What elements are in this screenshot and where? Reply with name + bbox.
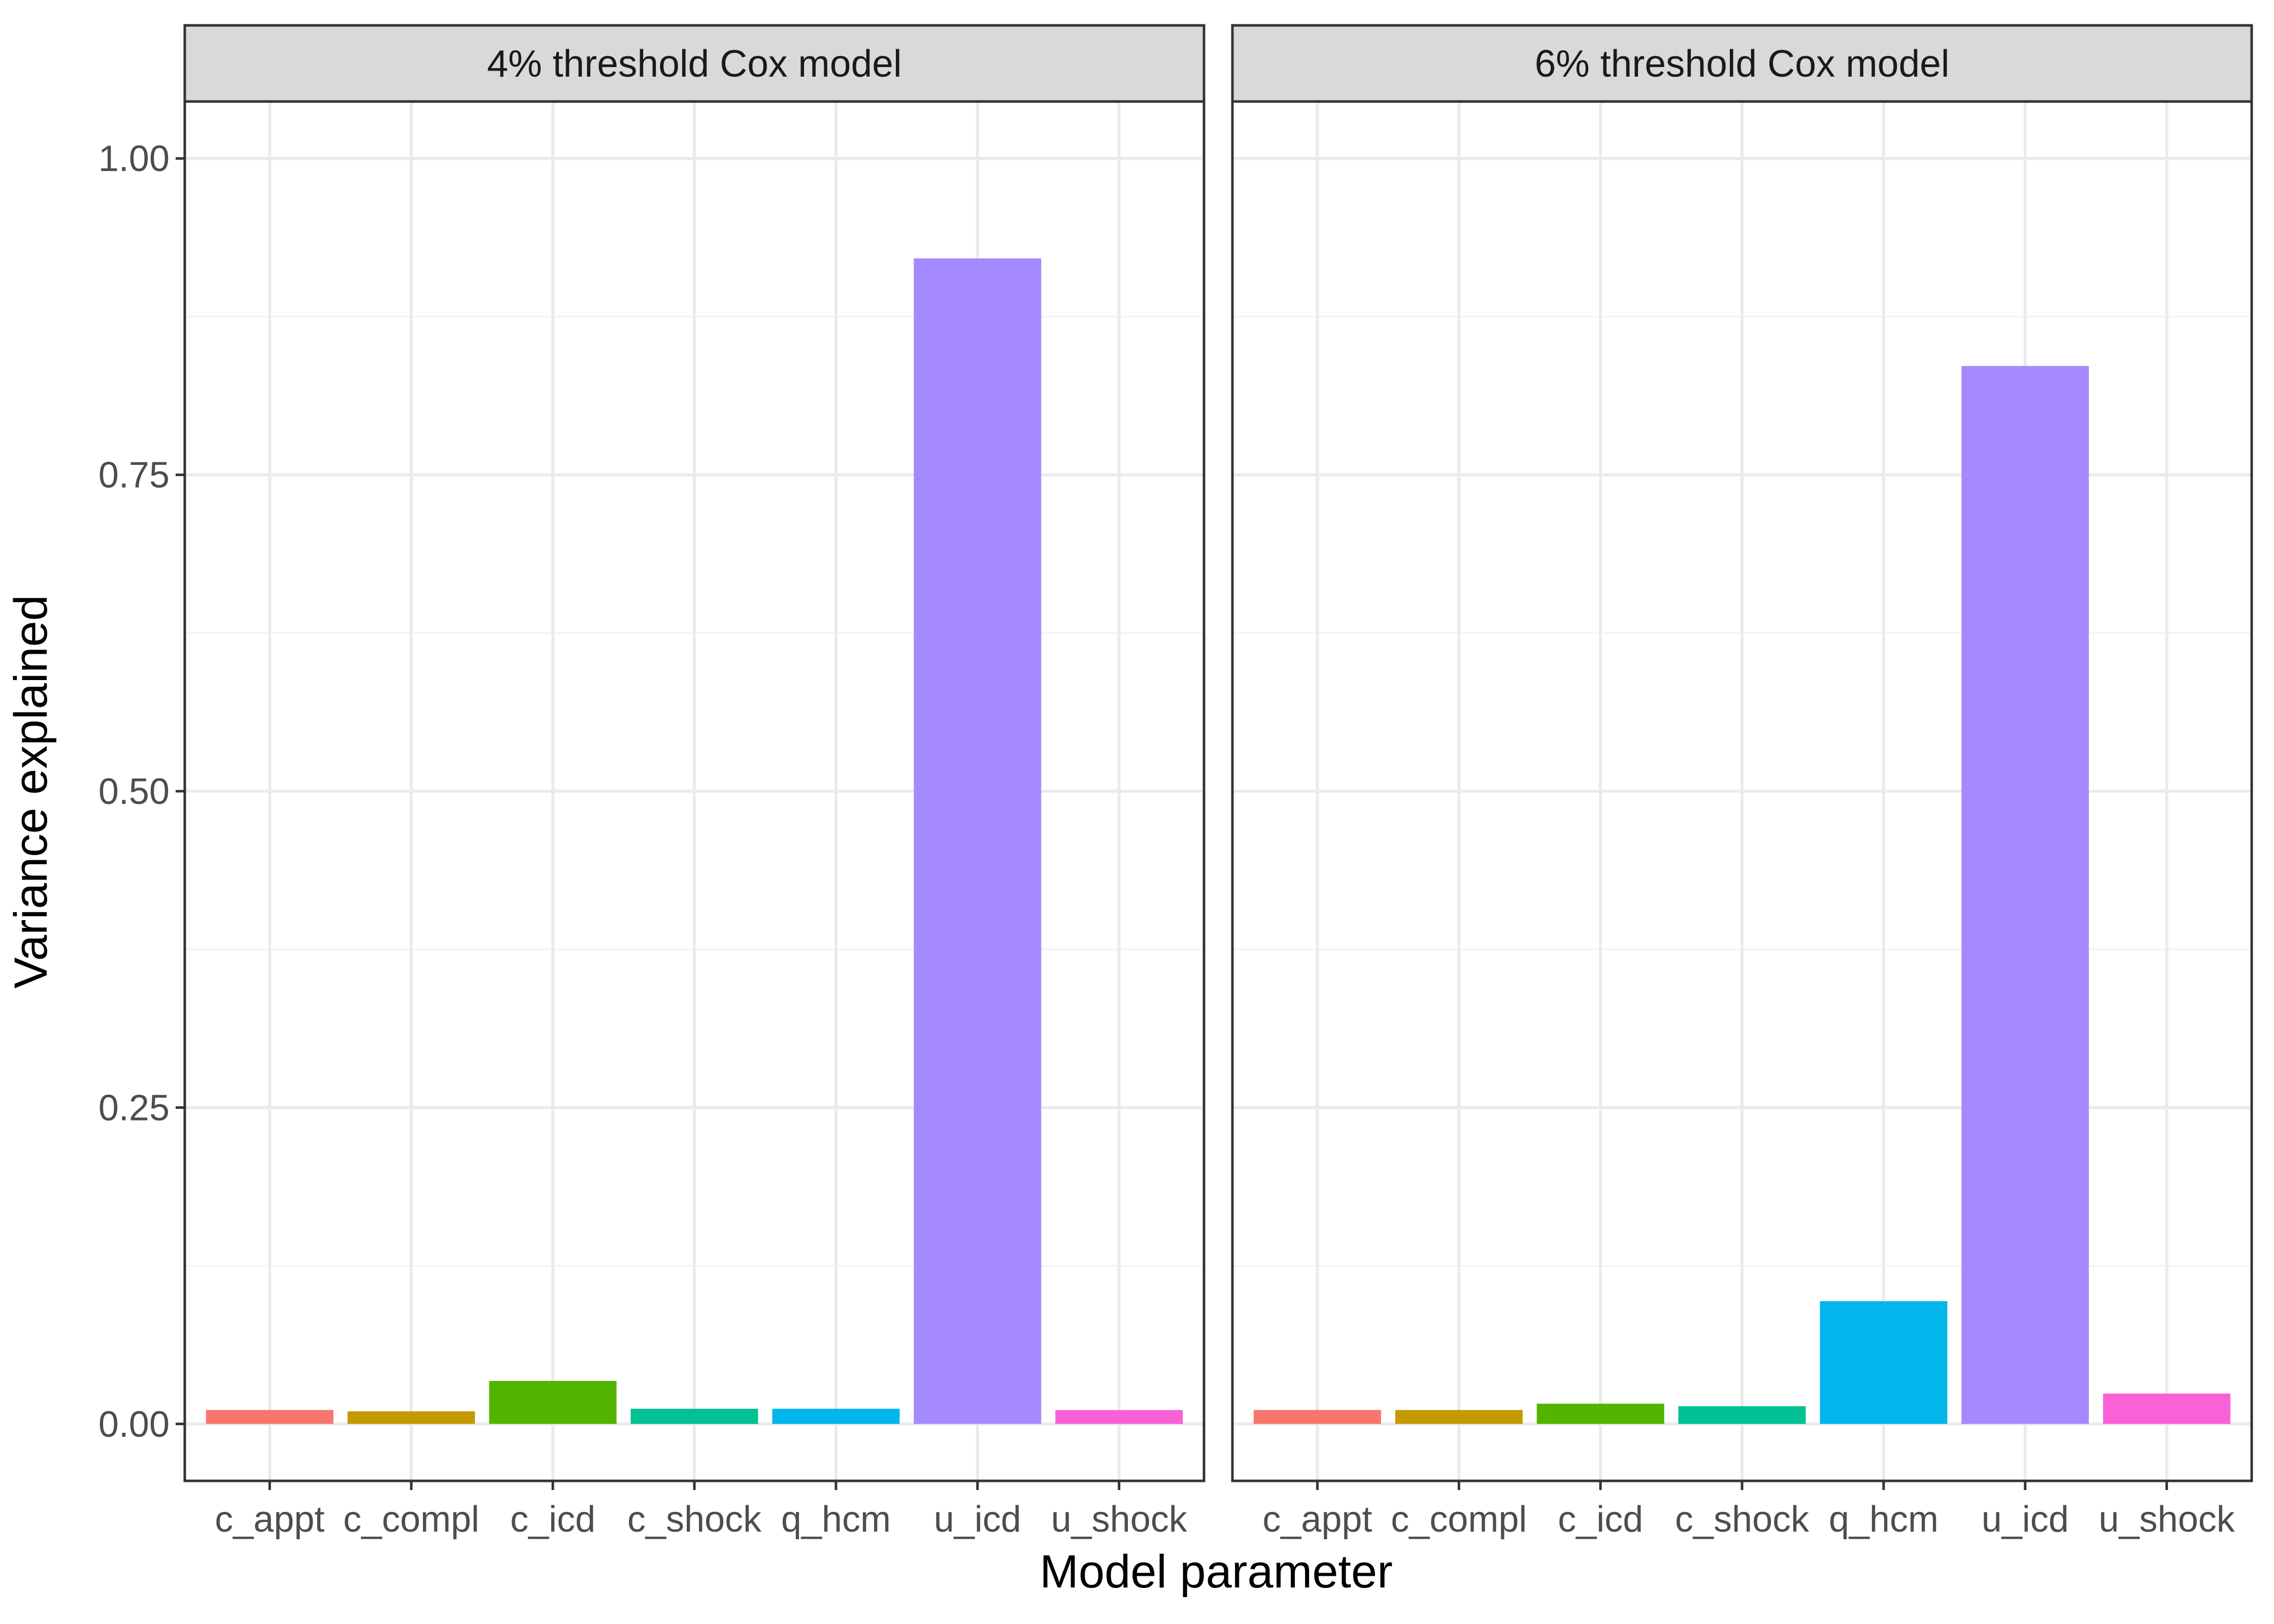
y-axis: 0.00 0.25 0.50 0.75 1.00 [98, 139, 185, 1445]
bar-c-icd [489, 1381, 617, 1424]
bar-u-shock [2103, 1393, 2231, 1424]
y-tick-label: 0.75 [98, 455, 170, 496]
x-tick-label: c_appt [1262, 1499, 1372, 1540]
x-tick-label: u_shock [2099, 1499, 2235, 1540]
facet-panel-2: 6% threshold Cox model c_appt c_compl c_icd… [1231, 24, 2253, 1540]
facet-panel-1: 4% threshold Cox model c_appt c_compl c_icd… [183, 24, 1206, 1540]
facet-strip-label: 6% threshold Cox model [1534, 42, 1949, 85]
x-axis-title: Model parameter [1040, 1546, 1392, 1598]
bar-u-icd [914, 258, 1042, 1424]
x-tick-label: c_compl [343, 1499, 479, 1540]
y-tick-label: 0.50 [98, 771, 170, 812]
x-tick-label: c_appt [215, 1499, 324, 1540]
x-tick-label: q_hcm [781, 1499, 891, 1540]
bar-c-compl [1395, 1410, 1523, 1424]
bar-q-hcm [772, 1408, 900, 1424]
x-tick-label: u_icd [934, 1499, 1021, 1540]
bar-c-appt [1253, 1410, 1381, 1424]
y-tick-label: 0.00 [98, 1404, 170, 1445]
panels-layer: 4% threshold Cox model c_appt c_compl c_icd… [183, 24, 2253, 1540]
x-tick-label: c_shock [627, 1499, 762, 1540]
x-tick-label: u_icd [1982, 1499, 2069, 1540]
y-tick-label: 1.00 [98, 139, 170, 179]
x-tick-label: c_icd [510, 1499, 595, 1540]
bar-u-icd [1961, 366, 2089, 1424]
bar-c-icd [1536, 1403, 1664, 1424]
x-tick-label: c_shock [1675, 1499, 1810, 1540]
x-tick-label: c_compl [1391, 1499, 1527, 1540]
y-axis-title: Variance explained [5, 595, 57, 989]
facet-strip [1231, 24, 2253, 103]
facet-strip-label: 4% threshold Cox model [487, 42, 901, 85]
bar-c-shock [630, 1408, 758, 1424]
bar-u-shock [1055, 1410, 1183, 1424]
x-tick-label: q_hcm [1829, 1499, 1938, 1540]
x-tick-label: u_shock [1051, 1499, 1188, 1540]
bar-q-hcm [1820, 1301, 1948, 1424]
y-tick-label: 0.25 [98, 1088, 170, 1128]
bar-c-shock [1678, 1406, 1806, 1424]
bar-c-compl [347, 1411, 475, 1424]
facet-strip [183, 24, 1206, 103]
x-tick-label: c_icd [1558, 1499, 1643, 1540]
bar-c-appt [206, 1410, 333, 1424]
